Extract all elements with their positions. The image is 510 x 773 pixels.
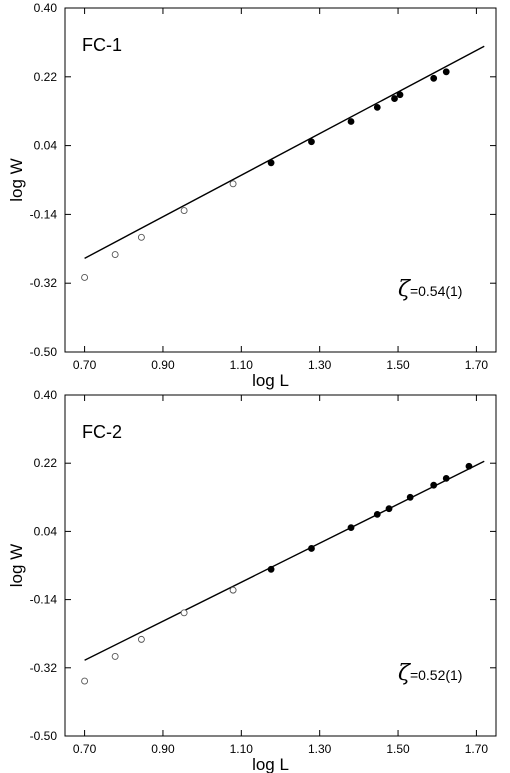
zeta-value: =0.54(1) [410, 283, 463, 299]
data-point-open [180, 207, 188, 215]
x-tick-label: 1.70 [465, 742, 489, 756]
x-tick-label: 0.90 [151, 742, 175, 756]
x-tick-label: 1.50 [386, 358, 410, 372]
data-point-open [137, 233, 145, 241]
y-tick-label: -0.14 [30, 593, 58, 607]
data-point-open [229, 180, 237, 188]
y-tick-label: -0.32 [30, 276, 58, 290]
x-tick-label: 1.50 [386, 742, 410, 756]
zeta-annotation: ζ=0.54(1) [398, 277, 462, 302]
y-tick-label: 0.22 [34, 456, 58, 470]
data-point-filled [267, 565, 275, 573]
y-axis-label: log W [7, 158, 26, 201]
data-point-filled [442, 474, 450, 482]
y-tick-label: -0.50 [30, 345, 58, 359]
data-point-filled [347, 118, 355, 125]
zeta-value: =0.52(1) [410, 667, 463, 683]
y-tick-label: -0.32 [30, 661, 58, 675]
panel-label-fc-2: FC-2 [82, 422, 122, 442]
data-point-filled [347, 524, 355, 532]
chart-fc-2: 0.70 0.90 1.10 1.30 1.50 1.70 0.40 0.22 0.04 -0.1… [7, 388, 497, 773]
x-tick-label: 1.30 [308, 358, 332, 372]
data-point-filled [430, 74, 438, 82]
zeta-symbol: ζ [398, 661, 412, 686]
y-axis-label: log W [7, 544, 26, 587]
y-tick-label: 0.04 [34, 524, 58, 538]
x-tick-label: 1.10 [230, 742, 254, 756]
data-point-filled [267, 159, 275, 167]
x-tick-label: 0.90 [151, 358, 175, 372]
data-point-filled [373, 510, 381, 518]
x-tick-label: 1.70 [465, 358, 489, 372]
zeta-annotation: ζ=0.52(1) [398, 661, 462, 686]
data-point-filled [396, 91, 404, 99]
y-tick-label: 0.22 [34, 70, 58, 84]
y-tick-label: -0.50 [30, 729, 58, 743]
y-tick-label: -0.14 [30, 207, 58, 221]
data-point-open [229, 586, 237, 594]
plot-frame [64, 394, 497, 737]
x-tick-label: 1.30 [308, 742, 332, 756]
data-point-filled [391, 95, 398, 102]
data-point-filled [406, 493, 414, 501]
x-tick-label: 1.10 [230, 358, 254, 372]
data-point-filled [373, 103, 381, 111]
x-tick-label: 0.70 [73, 358, 97, 372]
data-point-filled [442, 68, 450, 76]
data-point-filled [385, 505, 393, 513]
data-point-open [137, 635, 145, 643]
data-point-filled [308, 138, 315, 146]
x-tick-label: 0.70 [73, 742, 97, 756]
fit-line [84, 45, 485, 259]
y-tick-label: 0.04 [34, 139, 58, 153]
data-point-open [81, 677, 89, 685]
zeta-symbol: ζ [398, 277, 412, 302]
data-point-open [81, 274, 89, 281]
x-axis-label: log L [252, 755, 289, 773]
data-point-open [111, 251, 119, 258]
x-axis-label: log L [252, 371, 289, 390]
y-tick-label: 0.40 [34, 1, 58, 15]
plot-frame [64, 7, 497, 353]
data-point-open [180, 609, 188, 617]
data-point-filled [308, 545, 315, 552]
data-point-open [111, 652, 119, 660]
fit-line [84, 460, 485, 661]
y-tick-label: 0.40 [34, 388, 58, 402]
panel-label-fc-1: FC-1 [82, 35, 122, 55]
chart-fc-1: 0.70 0.90 1.10 1.30 1.50 1.70 0.40 0.22 0.04 -0.1… [7, 1, 497, 390]
data-point-filled [465, 462, 473, 470]
data-point-filled [430, 481, 438, 489]
